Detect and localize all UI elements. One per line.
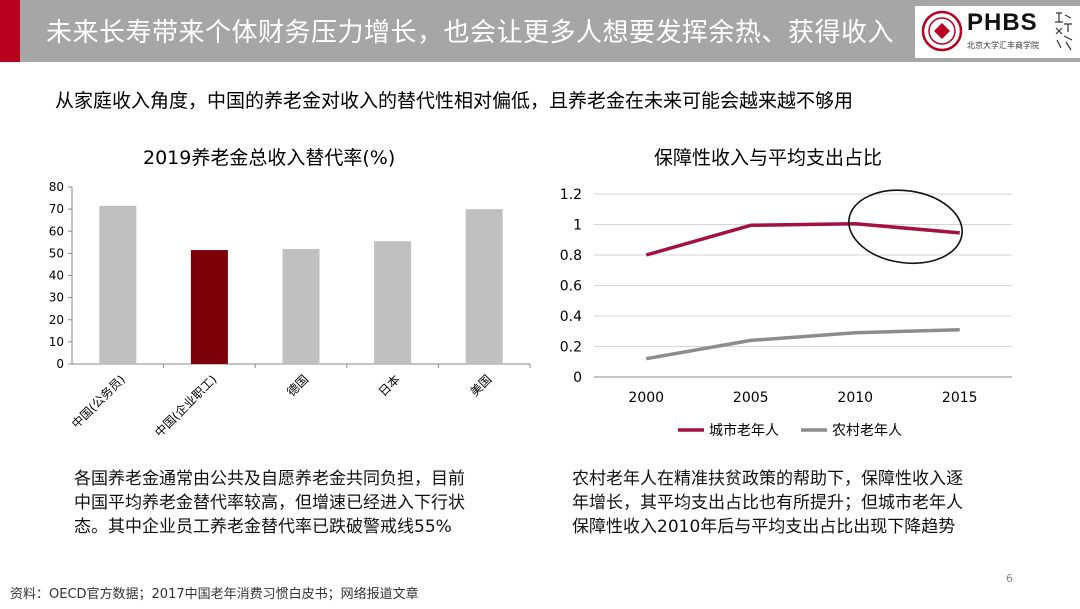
bar-chart-description: 各国养老金通常由公共及自愿养老金共同负担，目前 中国平均养老金替代率较高，但增速…	[74, 467, 544, 539]
page-subtitle: 从家庭收入角度，中国的养老金对收入的替代性相对偏低，且养老金在未来可能会越来越不…	[55, 90, 854, 112]
annotation-ellipse	[848, 189, 963, 265]
legend-label: 农村老年人	[832, 423, 902, 439]
description-line: 农村老年人在精准扶贫政策的帮助下，保障性收入逐	[572, 469, 963, 489]
x-tick-label: 2005	[733, 390, 769, 406]
y-tick-label: 1.2	[560, 187, 582, 203]
bar	[465, 209, 503, 364]
y-tick-label: 0.4	[560, 309, 582, 325]
x-tick-label: 2010	[837, 390, 873, 406]
y-tick-label: 0	[56, 357, 64, 371]
line-chart-description: 农村老年人在精准扶贫政策的帮助下，保障性收入逐 年增长，其平均支出占比也有所提升…	[572, 467, 1042, 539]
source-note: 资料：OECD官方数据；2017中国老年消费习惯白皮书；网络报道文章	[10, 587, 419, 602]
y-tick-label: 70	[49, 202, 64, 216]
line-chart: 0 0.2 0.4 0.6 0.8 1 1.2 2000 2005 2010 2015 城市老年人 农村…	[560, 187, 1012, 439]
university-emblem-icon	[921, 10, 963, 52]
y-tick-label: 0.6	[560, 279, 582, 295]
description-line: 各国养老金通常由公共及自愿养老金共同负担，目前	[74, 469, 465, 489]
x-tick-label: 2015	[942, 390, 978, 406]
y-tick-label: 0	[573, 370, 582, 386]
bar	[190, 250, 228, 364]
bar	[374, 241, 412, 364]
y-tick-label: 20	[49, 313, 64, 327]
y-tick-label: 0.8	[560, 248, 582, 264]
y-tick-label: 30	[49, 291, 64, 305]
logo-subtext: 北京大学汇丰商学院	[967, 41, 1039, 50]
bar	[99, 205, 137, 364]
header-bar	[0, 0, 1080, 62]
page-title: 未来长寿带来个体财务压力增长，也会让更多人想要发挥余热、获得收入	[46, 18, 895, 48]
description-line: 保障性收入2010年后与平均支出占比出现下降趋势	[572, 517, 956, 537]
bar	[282, 248, 320, 364]
series-line	[645, 221, 960, 257]
page-number: 6	[1006, 572, 1013, 585]
header-accent	[0, 0, 20, 62]
bar-chart-title: 2019养老金总收入替代率(%)	[143, 147, 396, 169]
calligraphy-seal-icon	[1055, 12, 1073, 51]
line-chart-title: 保障性收入与平均支出占比	[654, 147, 883, 169]
y-tick-label: 80	[49, 180, 64, 194]
logo-text: PHBS	[967, 9, 1038, 36]
y-tick-label: 50	[49, 246, 64, 260]
description-line: 年增长，其平均支出占比也有所提升；但城市老年人	[572, 493, 963, 513]
y-tick-label: 40	[49, 269, 64, 283]
series-line	[645, 327, 960, 361]
description-line: 态。其中企业员工养老金替代率已跌破警戒线55%	[74, 517, 452, 537]
y-tick-label: 1	[573, 218, 582, 234]
y-tick-label: 60	[49, 224, 64, 238]
description-line: 中国平均养老金替代率较高，但增速已经进入下行状	[74, 493, 465, 513]
legend-label: 城市老年人	[709, 422, 779, 439]
y-tick-label: 0.2	[560, 340, 582, 356]
y-tick-label: 10	[49, 335, 64, 349]
x-tick-label: 2000	[628, 390, 664, 406]
